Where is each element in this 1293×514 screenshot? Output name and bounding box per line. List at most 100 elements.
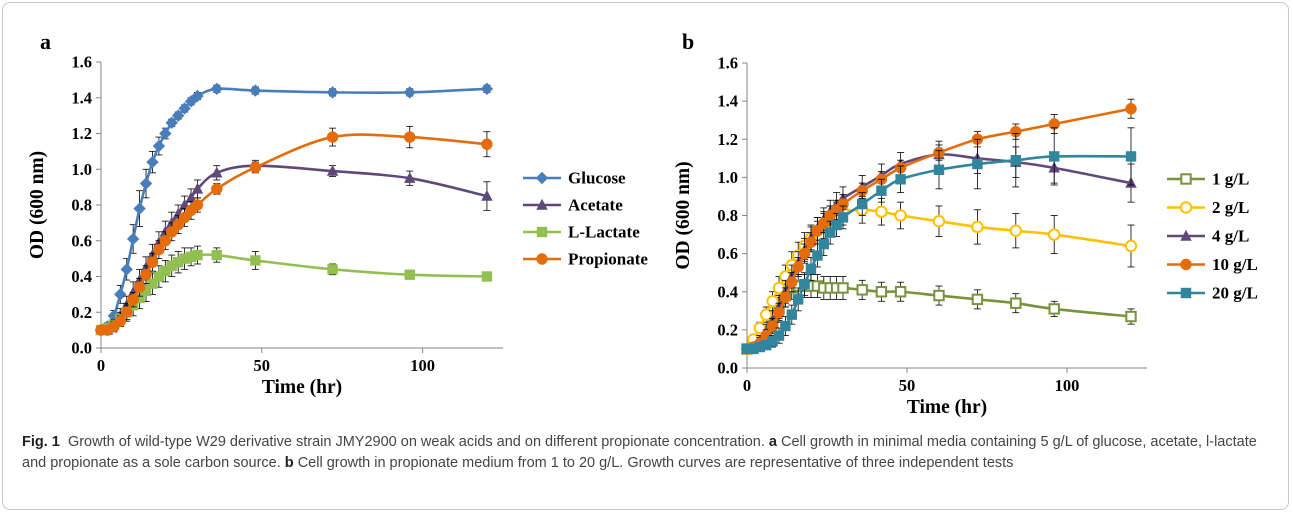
a-data-point [166, 260, 177, 271]
b-data-point [857, 198, 868, 210]
a-data-point [165, 116, 178, 129]
b-y-tick-label: 0.0 [717, 359, 738, 378]
b-legend-marker [1180, 173, 1192, 185]
a-y-tick-label: 0.4 [71, 267, 92, 286]
caption-text-c: Cell growth in propionate medium from 1 … [297, 455, 1014, 471]
b-y-tick-label: 1.2 [717, 130, 738, 149]
a-data-point [146, 155, 159, 169]
b-data-point [754, 341, 765, 353]
a-legend-label: Glucose [568, 169, 626, 188]
a-data-point [250, 255, 261, 266]
a-data-point [191, 89, 204, 103]
b-y-tick-label: 0.2 [717, 320, 738, 339]
a-legend-label: L-Lactate [568, 223, 640, 242]
b-legend-label: 10 g/L [1212, 255, 1258, 274]
caption-label: Fig. 1 [22, 434, 60, 450]
a-data-point [153, 271, 165, 282]
b-x-axis-label: Time (hr) [907, 397, 987, 418]
a-x-tick-label: 100 [410, 356, 435, 375]
b-series-4 [741, 127, 1137, 355]
a-series-line [100, 87, 487, 332]
b-data-point [971, 293, 984, 306]
b-data-point [825, 227, 836, 238]
b-data-point [1125, 103, 1137, 115]
a-x-tick-label: 0 [97, 356, 105, 375]
b-data-point [894, 286, 907, 298]
a-data-point [147, 278, 158, 289]
b-data-point [1049, 151, 1060, 162]
a-data-point [211, 249, 222, 261]
b-data-point [818, 238, 829, 250]
a-y-axis-label: OD (600 nm) [27, 151, 48, 259]
a-data-point [326, 164, 339, 176]
a-data-point [249, 161, 262, 174]
a-legend-label: Propionate [568, 250, 648, 269]
b-data-point [799, 278, 810, 290]
a-data-point [192, 249, 203, 261]
a-data-point [172, 257, 184, 268]
b-data-point [1048, 228, 1061, 241]
b-data-point [894, 209, 907, 222]
b-data-point [932, 215, 946, 228]
a-data-point [133, 281, 146, 293]
b-data-point [933, 289, 945, 302]
a-data-point [326, 131, 339, 143]
b-data-point [773, 330, 785, 341]
a-data-point [140, 269, 152, 281]
b-legend-entry: 4 g/L [1167, 227, 1249, 246]
a-data-point [133, 202, 146, 215]
b-y-tick-label: 1.0 [717, 168, 738, 187]
b-x-tick-label: 50 [899, 376, 916, 395]
b-data-point [837, 282, 849, 294]
b-data-point [761, 339, 772, 351]
b-x-tick-label: 100 [1055, 376, 1080, 395]
a-data-point [191, 182, 204, 194]
a-y-tick-label: 1.0 [71, 160, 92, 179]
a-data-point [121, 306, 133, 318]
b-data-point [856, 185, 868, 197]
b-data-point [805, 263, 817, 275]
b-data-point [1125, 151, 1137, 162]
b-legend-marker [1180, 229, 1192, 241]
a-data-point [179, 253, 190, 264]
b-legend-marker [1180, 287, 1192, 299]
b-data-point [767, 336, 778, 347]
a-data-point [327, 264, 338, 275]
a-data-point [185, 251, 197, 263]
b-legend-entry: 1 g/L [1167, 170, 1249, 189]
a-data-point [178, 102, 191, 115]
a-y-tick-label: 0.6 [71, 231, 92, 250]
b-data-point [793, 294, 804, 305]
b-data-point [748, 343, 759, 355]
a-x-axis-label: Time (hr) [262, 377, 342, 398]
b-data-point [766, 320, 779, 332]
a-y-tick-label: 1.4 [71, 88, 92, 107]
b-y-tick-label: 1.6 [717, 54, 738, 73]
b-data-point [1010, 155, 1021, 166]
b-data-point [856, 284, 868, 296]
b-x-tick-label: 0 [743, 376, 751, 395]
b-data-point [971, 220, 984, 234]
a-data-point [326, 86, 339, 99]
a-data-point [404, 171, 416, 183]
b-data-point [1009, 224, 1022, 237]
a-data-point [134, 292, 145, 304]
b-data-point [876, 185, 887, 196]
a-data-point [211, 166, 223, 178]
a-series-0 [94, 82, 494, 337]
figure-caption: Fig. 1 Growth of wild-type W29 derivativ… [22, 432, 1272, 474]
chart-panel-a: a 0.0 0.2 0.4 0.6 0.8 1.0 1.2 1.4 1.6 0 50 100 Time (… [27, 29, 648, 398]
b-y-tick-label: 0.4 [717, 282, 738, 301]
b-data-point [811, 225, 824, 237]
b-data-point [831, 219, 842, 231]
a-y-tick-label: 0.2 [71, 303, 92, 322]
a-data-point [140, 285, 152, 296]
a-data-point [480, 82, 494, 96]
a-data-point [211, 183, 223, 195]
chart-panel-b: b 0.0 0.2 0.4 0.6 0.8 1.0 1.2 1.4 1.6 0 50 100 Time (… [673, 29, 1258, 418]
a-legend-entry: Propionate [523, 250, 648, 269]
b-data-point [895, 174, 906, 185]
b-data-point [1048, 303, 1060, 315]
b-legend-marker [1179, 201, 1193, 214]
b-data-point [1010, 125, 1022, 138]
